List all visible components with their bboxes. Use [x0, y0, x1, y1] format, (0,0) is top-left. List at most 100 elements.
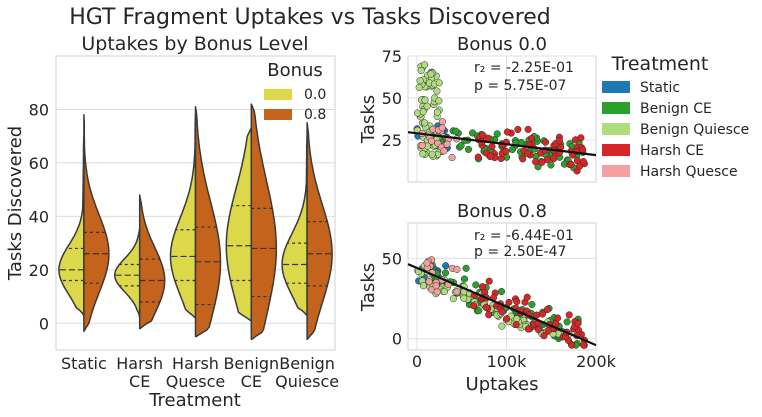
scatter-point — [421, 96, 429, 104]
scatter-top-r-annotation: r₂ = -2.25E-01 — [474, 60, 574, 76]
scatter-bonus-0-8-panel: 0 50 0 100k 200k Bonus 0.8 Tasks Uptakes r₂… — [358, 201, 617, 395]
scatter-point — [498, 308, 506, 316]
violin-y-tick-label: 20 — [29, 261, 49, 280]
violin-half-0-8 — [306, 122, 333, 341]
violin-y-tick-labels: 0 20 40 60 80 — [29, 100, 49, 333]
treatment-legend-swatch — [602, 123, 630, 135]
bonus-legend: Bonus 0.0 0.8 — [264, 60, 326, 123]
scatter-point — [563, 318, 571, 326]
scatter-point — [538, 310, 547, 318]
scatter-point — [415, 83, 423, 91]
scatter-point — [534, 326, 542, 334]
violin-half-0-0 — [113, 226, 141, 319]
bonus-legend-swatch-0-8 — [264, 109, 292, 120]
scatter-bottom-x-tick-labels: 0 100k 200k — [412, 352, 617, 371]
scatter-point — [472, 281, 480, 289]
scatter-point — [433, 108, 441, 116]
scatter-top-title: Bonus 0.0 — [457, 34, 547, 55]
scatter-point — [449, 295, 457, 303]
scatter-y-tick-label: 0 — [392, 330, 402, 349]
treatment-legend-swatch — [602, 165, 630, 177]
violin-y-tick-label: 0 — [39, 314, 49, 333]
treatment-legend-label: Harsh Quesce — [640, 164, 738, 180]
violin-half-0-0 — [225, 127, 253, 322]
violin-y-tick-label: 80 — [29, 100, 49, 119]
treatment-legend-label: Benign CE — [640, 101, 712, 117]
scatter-point — [479, 131, 487, 139]
scatter-bottom-r-annotation: r₂ = -6.44E-01 — [474, 228, 574, 244]
scatter-point — [547, 161, 555, 169]
treatment-legend-swatch — [602, 102, 630, 114]
figure-title: HGT Fragment Uptakes vs Tasks Discovered — [69, 5, 551, 30]
scatter-bottom-x-axis-label: Uptakes — [466, 374, 539, 395]
scatter-point — [432, 282, 440, 290]
scatter-point — [435, 79, 443, 87]
scatter-y-tick-label: 75 — [382, 47, 402, 66]
violin-x-tick-label: Harsh — [116, 354, 163, 373]
scatter-point — [513, 298, 521, 306]
scatter-point — [417, 66, 425, 75]
scatter-point — [524, 325, 532, 333]
treatment-legend-label: Benign Quiesce — [640, 122, 749, 138]
scatter-point — [519, 155, 527, 163]
scatter-top-p-annotation: p = 5.75E-07 — [474, 78, 566, 94]
scatter-point — [528, 300, 536, 309]
scatter-point — [416, 77, 424, 85]
bonus-legend-label-0-0: 0.0 — [304, 87, 326, 103]
violin-x-axis-label: Treatment — [148, 390, 241, 411]
scatter-point — [502, 147, 510, 155]
scatter-y-tick-label: 50 — [382, 249, 402, 268]
bonus-legend-title: Bonus — [267, 60, 323, 81]
violin-half-0-8 — [194, 106, 222, 338]
scatter-point — [482, 303, 490, 311]
violin-half-0-8 — [250, 103, 278, 341]
scatter-point — [485, 277, 493, 285]
scatter-point — [423, 259, 431, 267]
scatter-point — [438, 124, 446, 132]
scatter-point — [464, 145, 473, 153]
scatter-point — [440, 287, 448, 296]
scatter-point — [457, 142, 465, 150]
scatter-y-tick-label: 25 — [382, 131, 402, 150]
scatter-point — [433, 288, 441, 296]
scatter-point — [453, 288, 461, 296]
scatter-point — [460, 294, 468, 302]
scatter-point — [460, 275, 469, 283]
scatter-point — [428, 137, 436, 145]
violin-x-tick-label: Benign — [223, 354, 279, 373]
scatter-point — [577, 134, 585, 142]
scatter-point — [421, 119, 429, 127]
scatter-point — [427, 70, 435, 78]
scatter-point — [442, 262, 450, 270]
scatter-point — [462, 264, 470, 272]
scatter-point — [555, 137, 563, 145]
scatter-bottom-title: Bonus 0.8 — [457, 201, 547, 222]
scatter-point — [474, 153, 482, 161]
bonus-legend-swatch-0-0 — [264, 89, 292, 100]
violin-x-tick-label: Harsh — [172, 354, 219, 373]
scatter-point — [524, 125, 532, 133]
scatter-point — [485, 311, 493, 319]
scatter-point — [419, 150, 427, 158]
scatter-point — [538, 158, 546, 166]
scatter-point — [423, 102, 431, 110]
scatter-point — [440, 147, 448, 155]
violin-half-0-8 — [83, 114, 110, 333]
scatter-point — [540, 332, 548, 340]
violin-x-tick-label: Benign — [279, 354, 335, 373]
violin-x-tick-label: Quiesce — [275, 372, 339, 391]
violin-x-tick-label: Quesce — [166, 372, 226, 391]
treatment-legend-label: Harsh CE — [640, 143, 704, 159]
scatter-point — [579, 146, 587, 154]
scatter-top-y-axis-label: Tasks — [358, 95, 379, 144]
violin-y-tick-label: 60 — [29, 154, 49, 173]
scatter-x-tick-label: 0 — [412, 352, 422, 371]
scatter-point — [418, 141, 426, 149]
scatter-x-tick-label: 100k — [487, 352, 528, 371]
scatter-top-points — [413, 61, 588, 175]
scatter-bottom-y-tick-labels: 0 50 — [382, 249, 402, 348]
scatter-point — [576, 162, 584, 170]
scatter-point — [435, 97, 443, 105]
scatter-point — [443, 140, 451, 148]
